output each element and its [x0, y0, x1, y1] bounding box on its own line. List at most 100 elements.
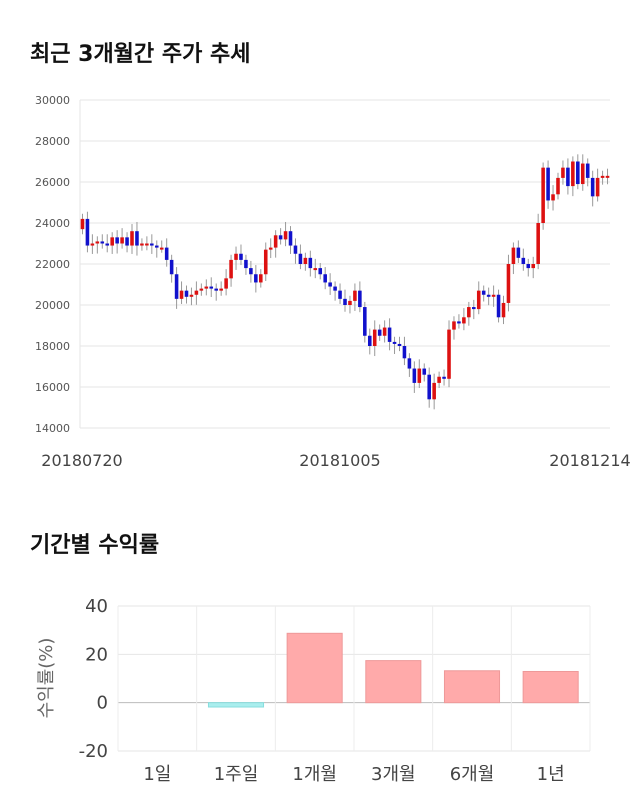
- price-candle: [506, 254, 511, 312]
- price-candle: [313, 258, 318, 279]
- price-candle: [467, 301, 471, 326]
- price-candle: [571, 156, 575, 197]
- price-candle: [541, 162, 545, 230]
- price-candle: [164, 238, 169, 267]
- price-candle: [263, 242, 268, 282]
- price-trend-title: 최근 3개월간 주가 추세: [30, 42, 251, 67]
- price-candle: [318, 262, 323, 280]
- price-candle: [377, 324, 382, 341]
- price-y-tick-label: 22000: [35, 258, 70, 271]
- price-candle: [278, 228, 283, 245]
- price-y-tick-label: 30000: [35, 94, 70, 107]
- price-candle: [447, 320, 451, 388]
- returns-y-tick-label: -20: [79, 741, 108, 762]
- price-candle: [585, 158, 590, 187]
- price-candle: [580, 154, 585, 191]
- price-candle: [174, 267, 179, 309]
- price-candle: [353, 283, 357, 311]
- price-candle: [392, 336, 397, 354]
- price-candle: [437, 371, 441, 389]
- price-y-tick-label: 18000: [35, 340, 70, 353]
- returns-bar: [286, 632, 343, 704]
- price-candle: [343, 289, 347, 312]
- price-candle: [259, 269, 263, 288]
- price-y-tick-label: 28000: [35, 135, 70, 148]
- price-candle: [561, 160, 565, 185]
- price-candle: [219, 281, 223, 296]
- price-candle: [293, 238, 298, 264]
- price-candle: [412, 361, 417, 393]
- returns-bar: [207, 702, 265, 708]
- price-candle: [135, 221, 139, 256]
- price-candle: [204, 279, 209, 296]
- price-candle: [536, 213, 540, 270]
- returns-bar: [443, 670, 501, 704]
- price-candle: [452, 316, 456, 340]
- period-returns-title: 기간별 수익률: [30, 533, 160, 558]
- price-candle: [179, 281, 184, 304]
- price-candle: [125, 232, 129, 253]
- price-candle: [605, 168, 610, 185]
- price-candle: [154, 240, 159, 258]
- price-candle: [402, 336, 407, 366]
- price-candle: [189, 287, 194, 306]
- returns-category-label: 1개월: [292, 764, 337, 785]
- price-candle: [407, 353, 412, 377]
- price-candle: [199, 283, 204, 296]
- price-candle: [432, 373, 436, 410]
- price-candle: [169, 254, 174, 283]
- returns-y-tick-label: 20: [85, 644, 108, 665]
- price-candle: [95, 236, 100, 254]
- price-trend-chart: 30000 28000 26000 24000 22000 20000 18000 16000…: [35, 94, 631, 470]
- price-date-label: 20181005: [299, 451, 380, 470]
- price-candle: [417, 359, 422, 389]
- price-candle: [298, 244, 303, 270]
- price-candle: [105, 234, 110, 253]
- price-candle: [348, 295, 352, 314]
- price-candle: [194, 281, 199, 305]
- price-candle: [546, 160, 550, 209]
- price-candle: [209, 277, 214, 298]
- price-y-tick-label: 20000: [35, 299, 70, 312]
- price-candle: [427, 367, 431, 408]
- price-y-tick-label: 24000: [35, 217, 70, 230]
- price-candle: [145, 236, 149, 251]
- price-candle: [338, 283, 342, 304]
- price-candle: [150, 234, 154, 254]
- price-candle: [229, 254, 233, 287]
- price-candle: [283, 221, 288, 247]
- price-candle: [358, 281, 362, 313]
- returns-category-label: 1년: [537, 764, 565, 785]
- price-candle: [308, 250, 313, 277]
- price-candle: [140, 238, 144, 251]
- price-candle: [496, 289, 501, 323]
- price-candle: [397, 336, 402, 352]
- price-candle: [486, 287, 491, 306]
- price-candle: [214, 283, 218, 301]
- price-candle: [442, 369, 446, 386]
- price-candle: [551, 185, 555, 211]
- price-candle: [268, 238, 273, 259]
- price-y-tick-label: 26000: [35, 176, 70, 189]
- price-candle: [462, 308, 466, 331]
- price-candle: [110, 232, 114, 254]
- price-candle: [80, 213, 85, 235]
- price-candle: [130, 224, 134, 254]
- price-candle: [387, 318, 392, 351]
- price-candle: [516, 240, 521, 263]
- price-candle: [328, 273, 332, 295]
- price-candle: [323, 267, 327, 290]
- price-y-tick-label: 14000: [35, 422, 70, 435]
- price-candle: [511, 242, 516, 275]
- price-candle: [244, 254, 248, 275]
- returns-bar: [522, 670, 579, 704]
- price-candle: [566, 158, 570, 195]
- price-candle: [481, 285, 486, 302]
- returns-y-tick-label: 0: [97, 693, 108, 714]
- returns-category-label: 6개월: [450, 764, 495, 785]
- price-y-tick-label: 16000: [35, 381, 70, 394]
- price-candle: [576, 154, 580, 190]
- price-candle: [590, 170, 595, 207]
- price-candle: [249, 260, 253, 283]
- price-date-label: 20181214: [549, 451, 630, 470]
